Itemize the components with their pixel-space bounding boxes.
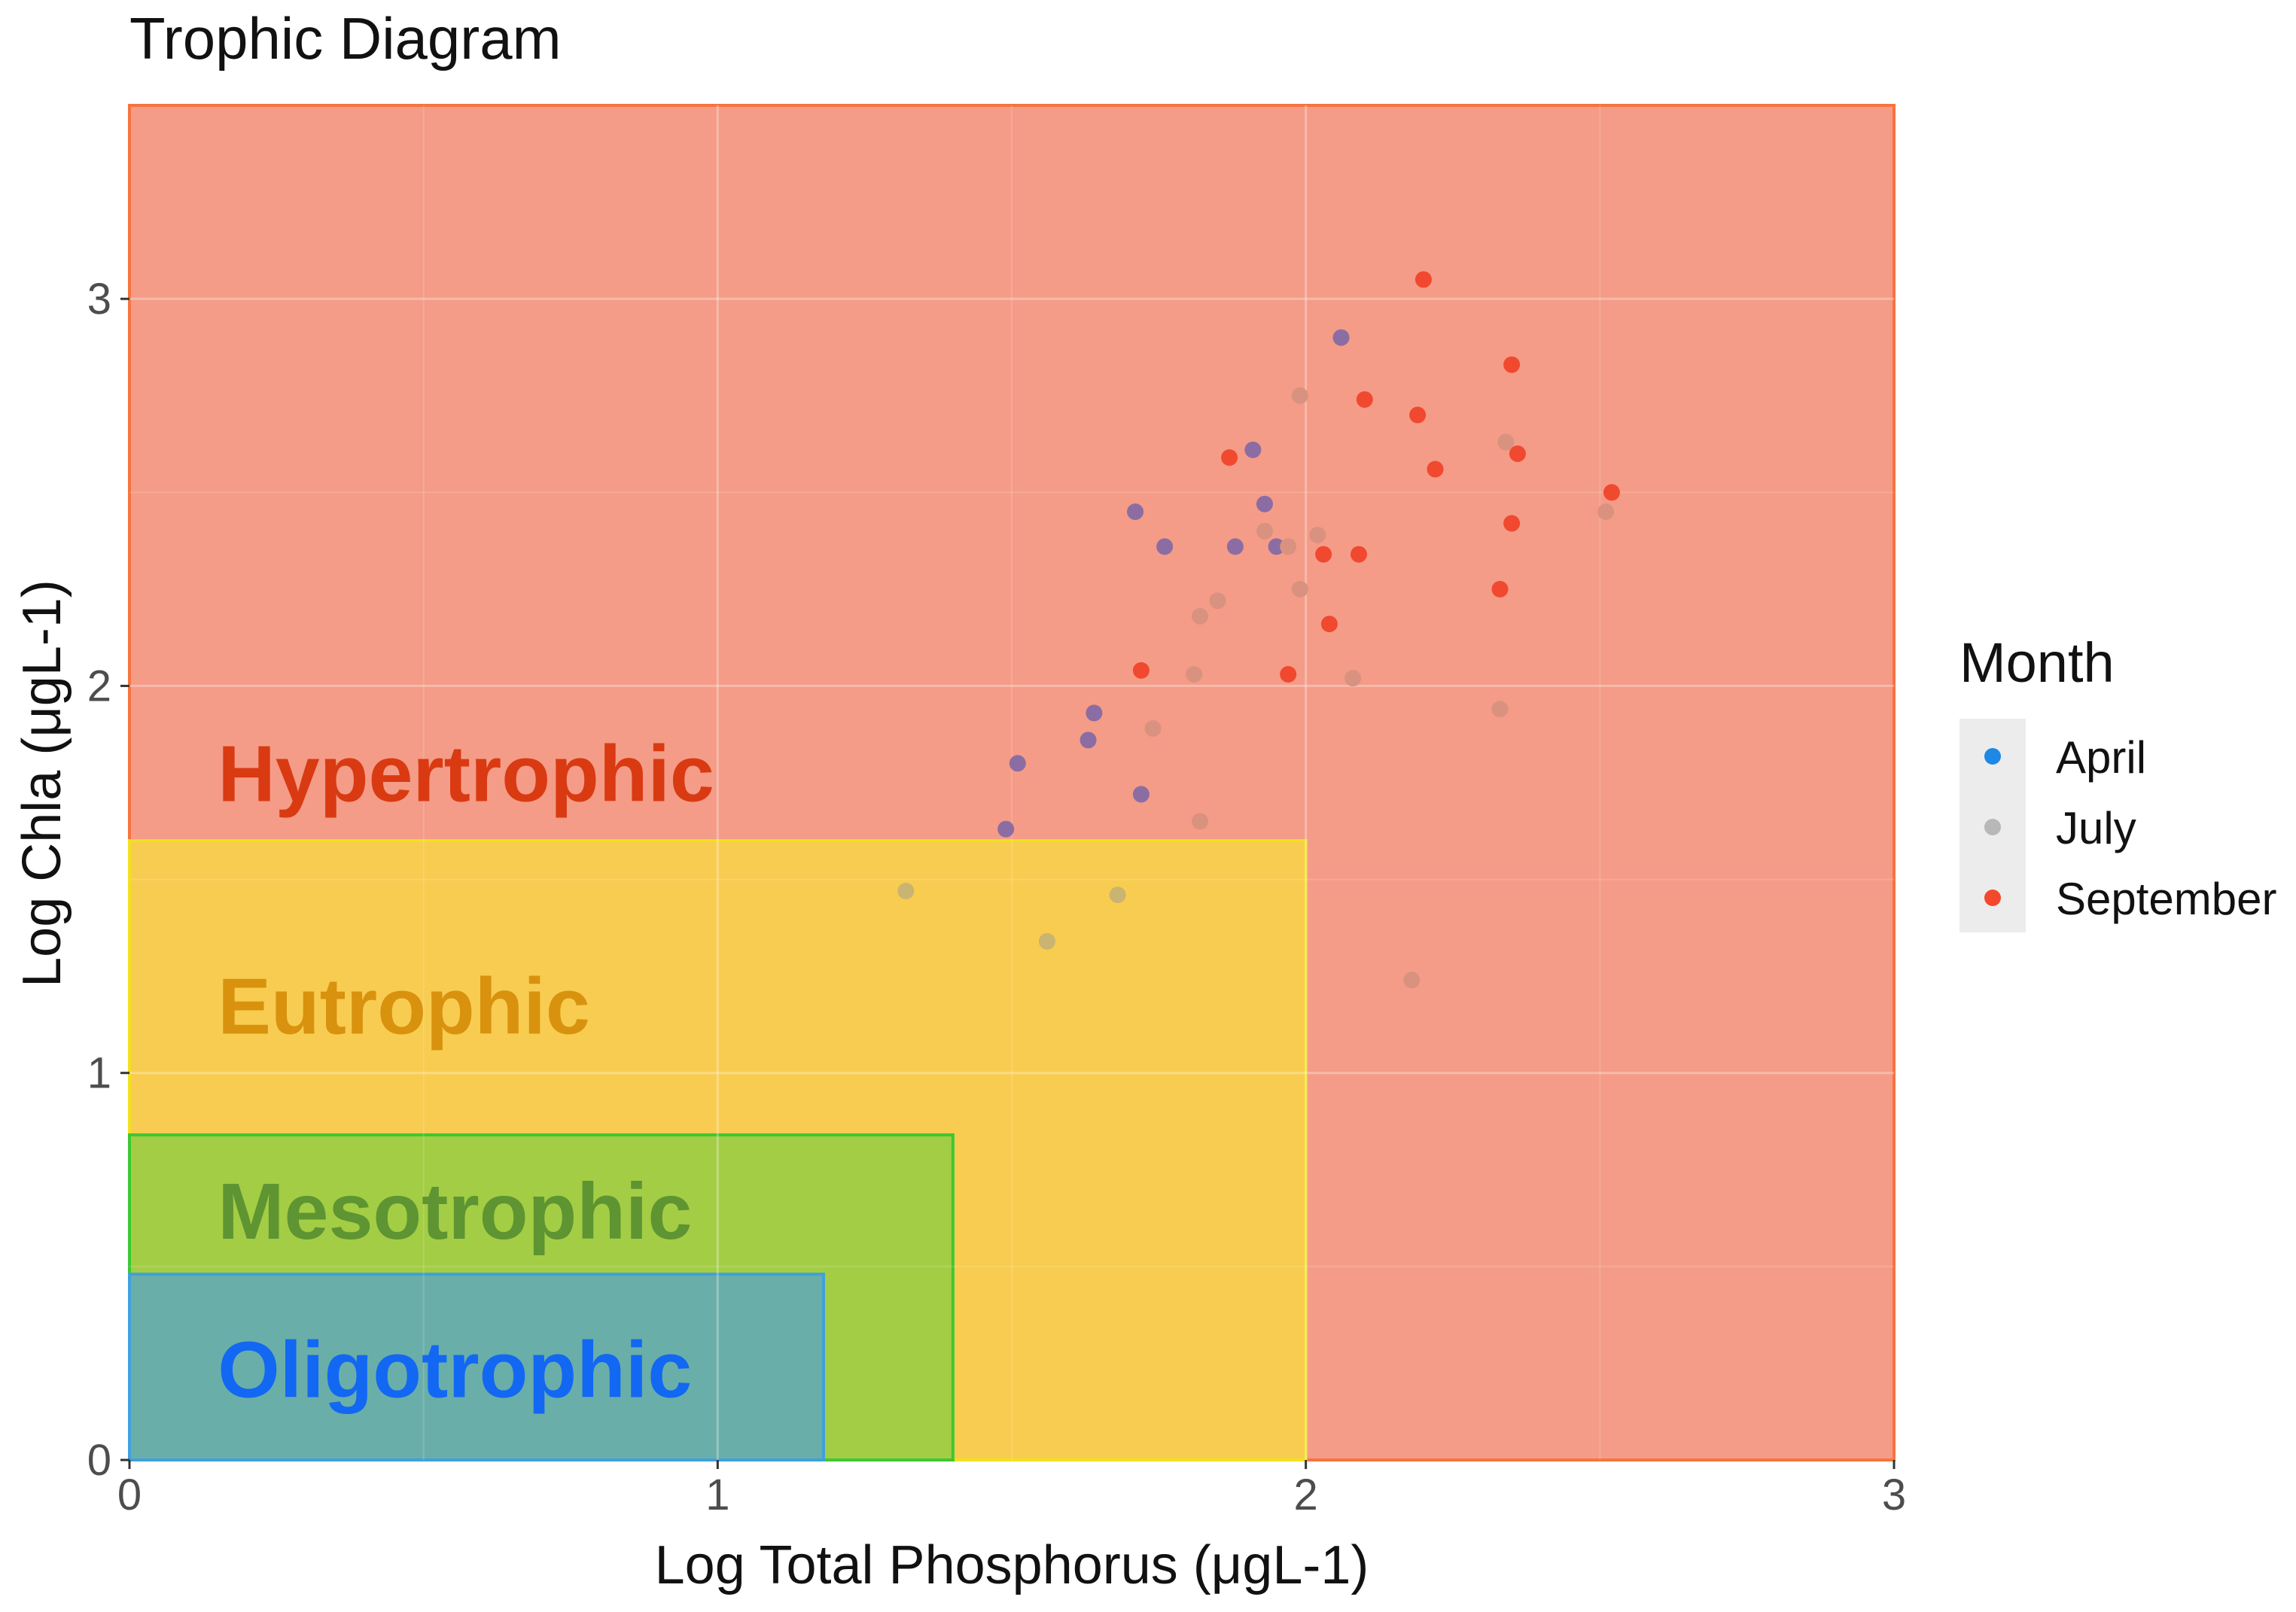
point-april: [1156, 538, 1174, 555]
legend-label-july: July: [2056, 803, 2136, 853]
legend-key-september: [1984, 890, 2001, 906]
legend-label-april: April: [2056, 732, 2146, 783]
point-september: [1491, 580, 1509, 598]
point-july: [1109, 887, 1126, 904]
x-tick-label: 1: [705, 1471, 729, 1519]
point-july: [1192, 607, 1209, 625]
axes: 0 1 2 3 0 1 2 3: [87, 275, 1906, 1519]
point-july: [897, 883, 915, 899]
x-tick-label: 3: [1882, 1471, 1906, 1519]
zone-label-eutrophic: Eutrophic: [218, 962, 590, 1051]
point-april: [1086, 704, 1103, 722]
point-july: [1403, 972, 1421, 989]
trophic-zone-labels: Hypertrophic Eutrophic Mesotrophic Oligotro…: [218, 730, 714, 1415]
y-axis-title: Log Chla (μgL-1): [12, 579, 72, 987]
data-points: [897, 271, 1620, 989]
point-september: [1414, 271, 1432, 288]
zone-label-oligotrophic: Oligotrophic: [218, 1326, 692, 1415]
point-september: [1409, 406, 1427, 424]
grid: [129, 105, 1894, 1460]
y-tick-label: 0: [87, 1436, 111, 1485]
point-april: [1079, 731, 1097, 749]
point-september: [1221, 449, 1238, 466]
point-july: [1344, 670, 1362, 687]
point-july: [1491, 701, 1509, 718]
legend-key-july: [1984, 819, 2001, 835]
point-april: [1256, 495, 1273, 512]
legend-label-september: September: [2056, 874, 2277, 924]
point-april: [1127, 503, 1144, 520]
point-july: [1291, 387, 1308, 404]
point-april: [1244, 441, 1262, 458]
zone-oligotrophic: [128, 1273, 825, 1461]
legend-key-april: [1984, 748, 2001, 765]
point-april: [1009, 755, 1026, 772]
point-july: [1497, 433, 1515, 451]
legend: Month April July September: [1960, 631, 2277, 932]
point-april: [1268, 538, 1285, 555]
point-april: [1132, 786, 1150, 803]
legend-title: Month: [1960, 631, 2115, 694]
x-axis-title: Log Total Phosphorus (μgL-1): [655, 1535, 1369, 1595]
point-july: [1144, 720, 1162, 737]
point-september: [1350, 546, 1367, 563]
point-september: [1603, 484, 1620, 501]
point-july: [1280, 538, 1297, 555]
point-september: [1427, 461, 1444, 478]
point-july: [1192, 813, 1209, 830]
point-april: [997, 820, 1015, 838]
point-september: [1280, 666, 1297, 683]
point-september: [1132, 662, 1150, 679]
zone-label-hypertrophic: Hypertrophic: [218, 730, 714, 819]
point-april: [1332, 329, 1350, 346]
zone-label-mesotrophic: Mesotrophic: [218, 1167, 692, 1256]
point-july: [1309, 526, 1326, 543]
point-july: [1038, 932, 1055, 950]
point-september: [1320, 616, 1338, 633]
point-september: [1503, 515, 1521, 532]
point-september: [1509, 445, 1526, 462]
point-july: [1291, 580, 1308, 598]
point-july: [1209, 592, 1226, 610]
point-july: [1597, 503, 1615, 520]
point-september: [1315, 546, 1332, 563]
x-tick-label: 2: [1294, 1471, 1318, 1519]
chart-title: Trophic Diagram: [129, 5, 562, 71]
point-july: [1256, 522, 1273, 540]
x-tick-label: 0: [117, 1471, 142, 1519]
point-april: [1226, 538, 1244, 555]
point-september: [1356, 391, 1373, 408]
y-tick-label: 2: [87, 662, 111, 710]
point-july: [1186, 666, 1203, 683]
trophic-zones: [128, 104, 1896, 1461]
point-september: [1503, 356, 1521, 373]
y-tick-label: 1: [87, 1049, 111, 1098]
y-tick-label: 3: [87, 275, 111, 324]
